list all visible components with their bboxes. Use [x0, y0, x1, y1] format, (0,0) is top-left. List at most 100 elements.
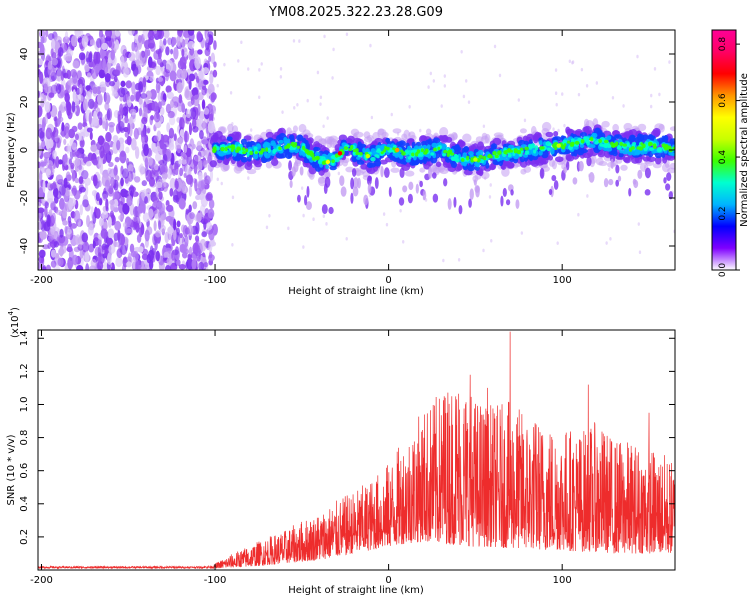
noise-speckle	[247, 67, 250, 71]
noise-blob	[194, 178, 198, 192]
band-blob	[539, 146, 544, 150]
band-blob	[523, 140, 529, 146]
noise-blob	[172, 37, 177, 46]
band-blob	[492, 151, 497, 156]
band-blob	[619, 142, 623, 146]
band-tail	[399, 167, 405, 178]
band-blob	[519, 128, 527, 134]
noise-blob	[150, 115, 155, 121]
spectrogram-x-tick-label: -200	[30, 275, 53, 286]
noise-blob	[97, 260, 104, 270]
band-blob	[598, 139, 602, 144]
noise-speckle	[467, 100, 471, 104]
noise-blob	[59, 103, 63, 111]
noise-speckle	[370, 115, 374, 120]
noise-blob	[137, 205, 145, 214]
band-tail	[340, 186, 347, 197]
noise-blob	[44, 113, 48, 125]
band-blob	[553, 130, 559, 137]
noise-blob	[45, 264, 52, 270]
noise-speckle	[302, 213, 305, 218]
noise-speckle	[268, 214, 271, 218]
noise-blob	[79, 138, 85, 148]
noise-blob	[176, 259, 181, 266]
noise-blob	[209, 73, 214, 85]
band-blob	[240, 156, 248, 163]
noise-blob	[93, 51, 99, 65]
noise-blob	[98, 197, 103, 206]
noise-blob	[87, 223, 94, 236]
band-blob	[355, 151, 360, 156]
noise-blob	[102, 205, 107, 213]
noise-blob	[194, 235, 200, 242]
noise-blob	[192, 253, 196, 263]
noise-blob	[98, 180, 102, 188]
band-blob	[352, 149, 357, 153]
noise-blob	[162, 144, 167, 155]
noise-blob	[38, 207, 45, 214]
noise-blob	[171, 250, 176, 261]
noise-blob	[122, 202, 130, 215]
band-blob	[585, 139, 590, 144]
noise-blob	[71, 142, 77, 151]
noise-blob	[192, 201, 198, 210]
band-blob	[540, 150, 549, 159]
noise-speckle	[419, 128, 422, 133]
noise-blob	[42, 179, 46, 193]
band-blob	[463, 146, 470, 152]
band-tail	[398, 197, 405, 206]
band-blob	[294, 142, 298, 147]
snr-x-tick-label: 0	[385, 575, 391, 586]
noise-blob	[50, 260, 57, 268]
noise-blob	[180, 151, 186, 158]
noise-speckle	[345, 32, 349, 37]
noise-blob	[38, 170, 43, 183]
noise-blob	[38, 69, 42, 75]
band-blob	[545, 131, 554, 138]
band-blob	[350, 144, 354, 150]
noise-blob	[140, 223, 145, 236]
noise-blob	[153, 112, 161, 123]
noise-blob	[84, 251, 90, 263]
noise-speckle	[465, 79, 468, 83]
band-blob	[380, 151, 384, 155]
noise-blob	[45, 30, 49, 38]
noise-blob	[121, 168, 130, 179]
band-hotspot	[365, 154, 370, 159]
noise-blob	[72, 70, 76, 79]
spectrogram-y-label: Frequency (Hz)	[6, 112, 17, 188]
band-tail	[510, 189, 514, 196]
noise-blob	[166, 204, 174, 213]
noise-speckle	[281, 110, 284, 114]
band-blob	[302, 145, 306, 151]
band-blob	[385, 137, 391, 144]
spectrogram-y-tick-label: -20	[19, 190, 30, 206]
band-tail	[615, 164, 620, 174]
noise-blob	[38, 180, 41, 189]
noise-blob	[169, 70, 177, 82]
noise-blob	[38, 58, 44, 66]
noise-blob	[181, 159, 187, 165]
band-blob	[254, 151, 258, 155]
noise-blob	[198, 117, 204, 125]
band-blob	[398, 140, 406, 147]
band-hotspot	[612, 143, 617, 148]
noise-blob	[208, 198, 215, 209]
noise-blob	[96, 93, 103, 106]
noise-blob	[194, 56, 202, 70]
band-tail	[615, 179, 619, 187]
noise-blob	[119, 150, 127, 164]
band-hotspot	[325, 159, 331, 165]
noise-blob	[74, 158, 81, 167]
noise-speckle	[636, 54, 639, 59]
noise-speckle	[427, 85, 430, 89]
noise-blob	[169, 188, 174, 197]
band-tail	[305, 201, 312, 211]
snr-plot-area	[38, 331, 675, 570]
noise-blob	[105, 30, 113, 39]
band-blob	[220, 146, 225, 152]
noise-blob	[108, 244, 116, 254]
noise-speckle	[223, 62, 226, 67]
noise-blob	[84, 183, 89, 197]
noise-blob	[210, 92, 217, 101]
